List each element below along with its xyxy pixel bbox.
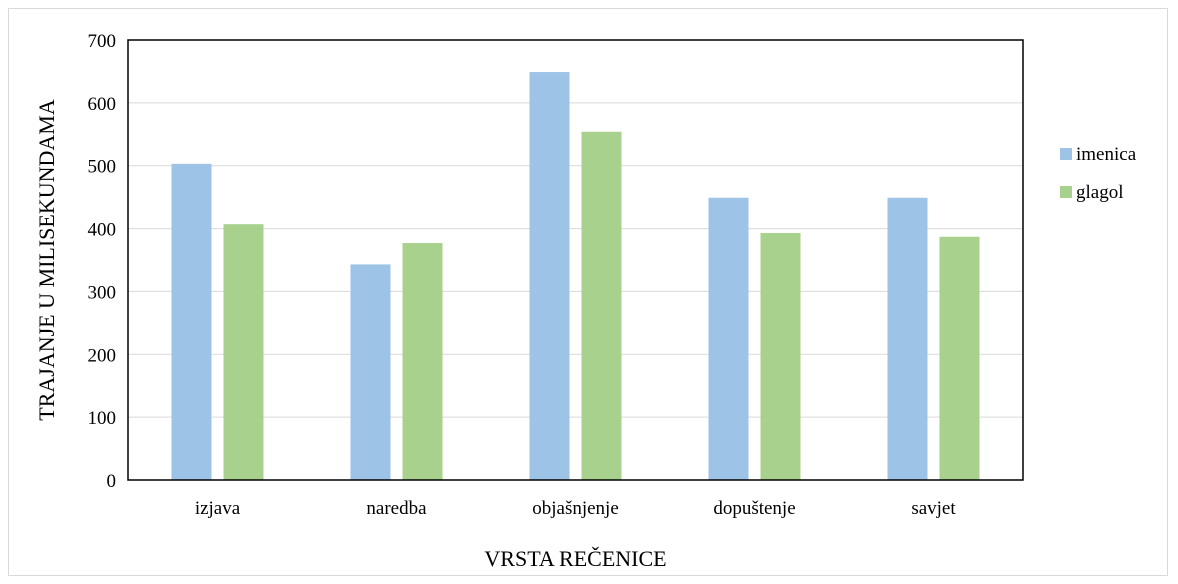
legend-label-imenica: imenica: [1076, 144, 1137, 165]
x-axis-title: VRSTA REČENICE: [484, 546, 666, 571]
x-tick-label: naredba: [366, 498, 427, 519]
y-axis-title: TRAJANJE U MILISEKUNDAMA: [34, 99, 59, 421]
legend: imenica glagol: [1060, 144, 1137, 203]
legend-swatch-imenica: [1060, 148, 1072, 160]
x-axis-ticks: izjava naredba objašnjenje dopuštenje savjet: [195, 498, 957, 519]
y-tick-label: 200: [88, 345, 117, 366]
bar-glagol-izjava: [223, 224, 264, 480]
bar-imenica-izjava: [171, 163, 212, 481]
bar-glagol-naredba: [402, 243, 443, 480]
bar-glagol-dopuštenje: [760, 232, 801, 480]
y-tick-label: 400: [88, 220, 117, 241]
y-tick-label: 600: [88, 94, 117, 115]
bars: [171, 72, 980, 481]
y-axis-ticks: 0 100 200 300 400 500 600 700: [88, 31, 117, 492]
y-tick-label: 500: [88, 157, 117, 178]
bar-imenica-dopuštenje: [708, 197, 749, 480]
legend-label-glagol: glagol: [1076, 182, 1124, 203]
gridlines: [128, 102, 1023, 418]
bar-imenica-objašnjenje: [529, 72, 570, 481]
bar-imenica-savjet: [887, 197, 928, 480]
bar-glagol-savjet: [939, 236, 980, 480]
x-tick-label: izjava: [195, 498, 241, 519]
y-tick-label: 700: [88, 31, 117, 52]
x-tick-label: objašnjenje: [532, 498, 619, 519]
y-tick-label: 300: [88, 282, 117, 303]
bar-imenica-naredba: [350, 264, 391, 480]
y-tick-label: 100: [88, 408, 117, 429]
plot-area-border: [127, 39, 1024, 481]
y-tick-label: 0: [107, 471, 117, 492]
x-tick-label: savjet: [911, 498, 956, 519]
legend-swatch-glagol: [1060, 186, 1072, 198]
x-tick-label: dopuštenje: [713, 498, 795, 519]
bar-glagol-objašnjenje: [581, 131, 622, 480]
